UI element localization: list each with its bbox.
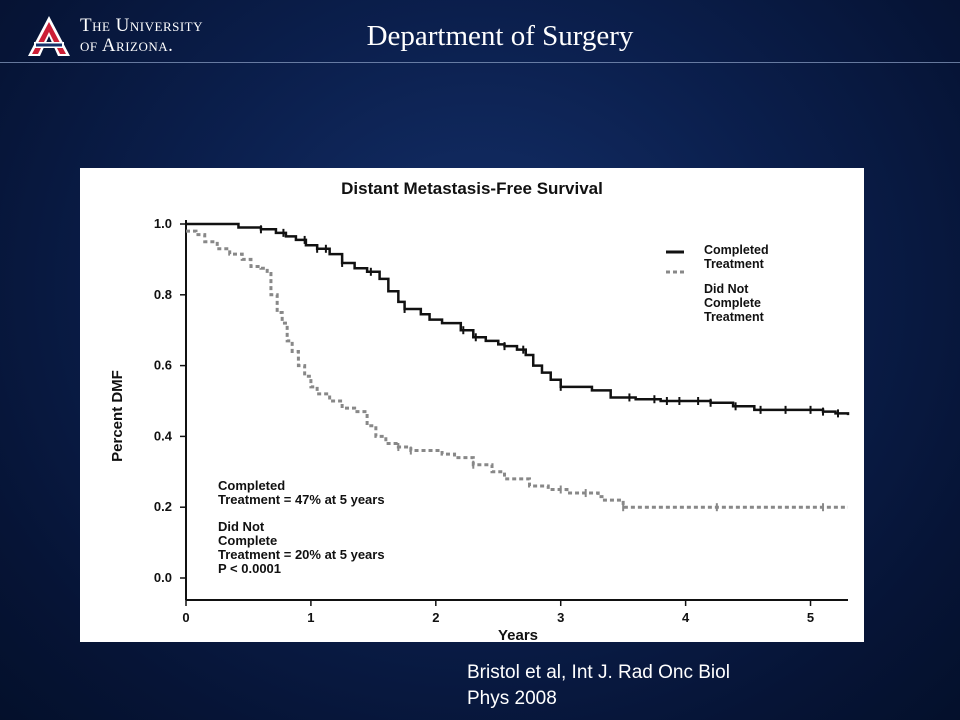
x-tick-label: 4 (682, 610, 690, 625)
y-axis-label: Percent DMF (109, 370, 126, 462)
x-tick-label: 1 (307, 610, 314, 625)
university-name: The University of Arizona. (80, 16, 203, 56)
y-tick-label: 0.0 (154, 570, 172, 585)
university-logo: The University of Arizona. (24, 14, 214, 58)
arizona-a-logo-icon (28, 16, 70, 56)
y-tick-label: 0.6 (154, 358, 172, 373)
x-tick-label: 2 (432, 610, 439, 625)
chart-ticks: 0.0 0.2 0.4 0.6 0.8 1.0 0 1 2 3 4 5 (154, 216, 814, 625)
annotation-line5: Treatment = 20% at 5 years (218, 547, 385, 562)
legend-not-completed-line3: Treatment (704, 310, 765, 324)
legend-not-completed-line1: Did Not (704, 282, 749, 296)
chart-axes (185, 220, 848, 601)
logo-line-1: The University (80, 15, 204, 36)
chart-title: Distant Metastasis-Free Survival (341, 179, 603, 198)
legend-completed-line1: Completed (704, 243, 769, 257)
logo-line-2: of Arizona. (80, 35, 174, 56)
y-tick-label: 0.8 (154, 287, 172, 302)
legend-completed-line2: Treatment (704, 257, 765, 271)
chart-annotation: Completed Treatment = 47% at 5 years Did… (218, 478, 385, 576)
survival-chart-panel: Distant Metastasis-Free Survival 0.0 0.2 0… (80, 168, 864, 642)
x-tick-label: 3 (557, 610, 564, 625)
header-divider (0, 62, 960, 63)
x-tick-label: 5 (807, 610, 814, 625)
annotation-line3: Did Not (218, 519, 265, 534)
annotation-line6: P < 0.0001 (218, 561, 281, 576)
x-tick-label: 0 (182, 610, 189, 625)
chart-legend: Completed Treatment Did Not Complete Tre… (666, 243, 769, 324)
x-axis-label: Years (498, 627, 538, 642)
annotation-line4: Complete (218, 533, 277, 548)
citation-line-2: Phys 2008 (467, 688, 557, 709)
annotation-line2: Treatment = 47% at 5 years (218, 492, 385, 507)
page-title: Department of Surgery (366, 20, 634, 52)
y-tick-label: 1.0 (154, 216, 172, 231)
y-tick-label: 0.4 (154, 428, 173, 443)
y-tick-label: 0.2 (154, 499, 172, 514)
survival-chart: Distant Metastasis-Free Survival 0.00.20… (109, 179, 850, 642)
series-line-not-completed (186, 229, 848, 509)
citation: Bristol et al, Int J. Rad Onc Biol Phys … (467, 660, 867, 712)
legend-not-completed-line2: Complete (704, 296, 761, 310)
annotation-line1: Completed (218, 478, 285, 493)
chart-censor-marks (259, 225, 840, 512)
citation-line-1: Bristol et al, Int J. Rad Onc Biol (467, 662, 730, 683)
